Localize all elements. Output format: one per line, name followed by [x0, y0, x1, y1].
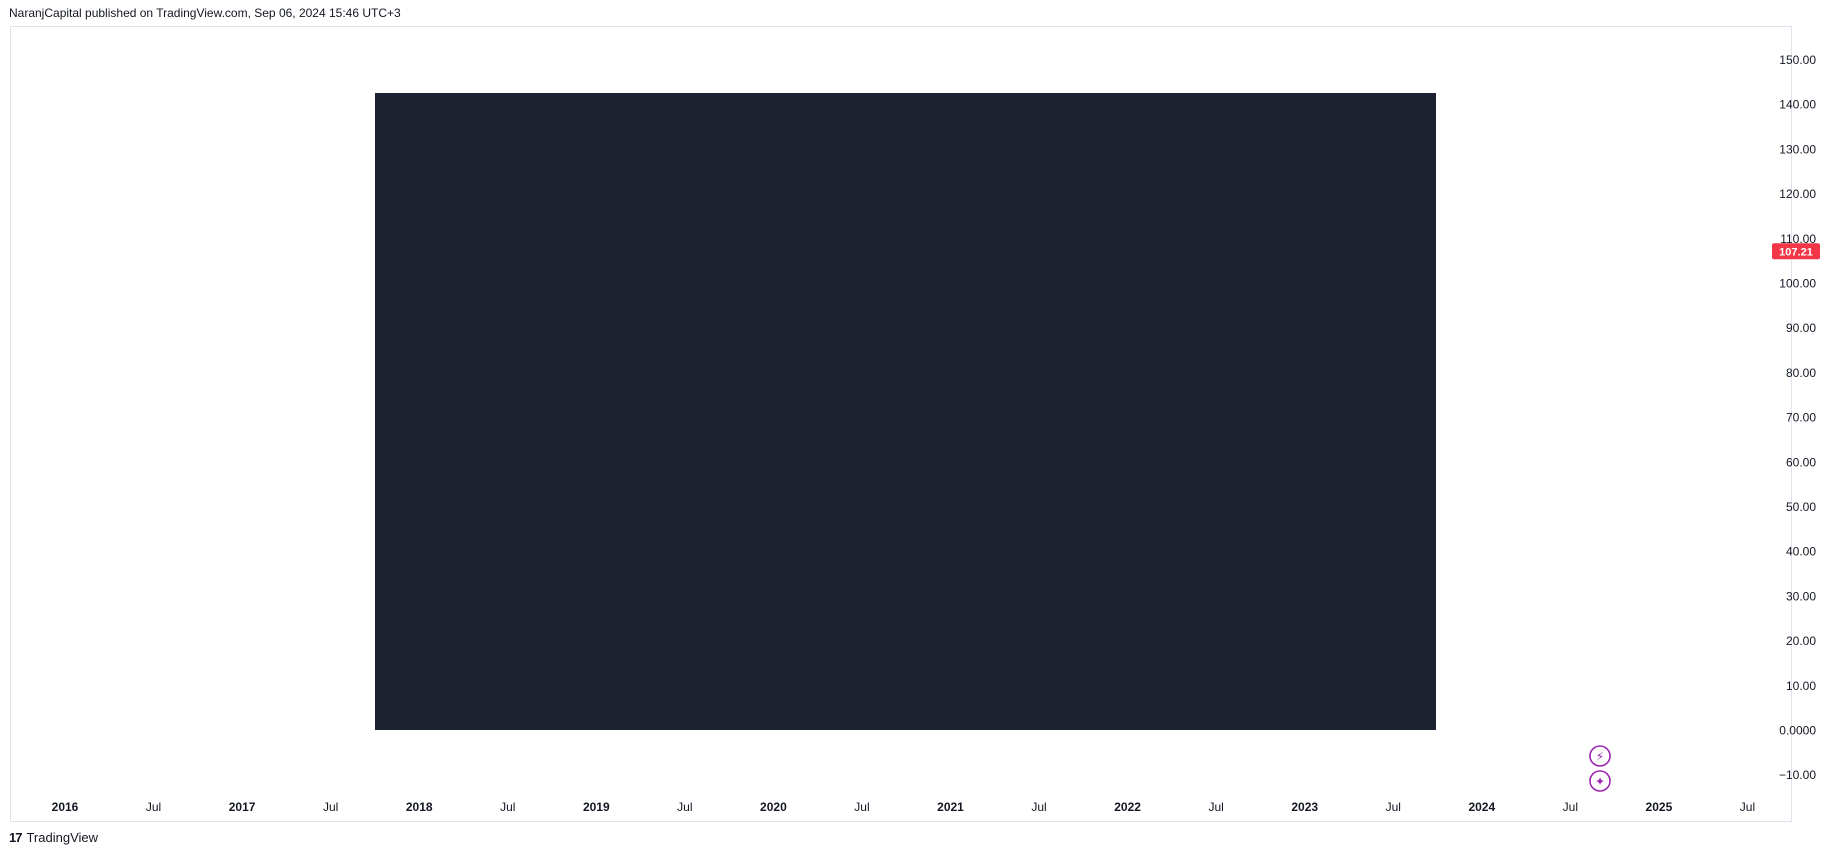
- price-tick-label: 40.00: [1786, 545, 1816, 559]
- time-tick-year: 2022: [1114, 800, 1141, 814]
- time-tick-year: 2016: [52, 800, 79, 814]
- time-tick-year: 2021: [937, 800, 964, 814]
- svg-text:⚡: ⚡: [1596, 750, 1604, 764]
- price-tick-label: 10.00: [1786, 679, 1816, 693]
- current-price-badge: [1772, 243, 1820, 260]
- price-tick-label: 0.0000: [1779, 724, 1816, 738]
- time-tick-month: Jul: [1563, 800, 1578, 814]
- price-tick-label: 100.00: [1779, 277, 1816, 291]
- time-tick-year: 2025: [1646, 800, 1673, 814]
- sparkle-icon[interactable]: ✦: [1589, 770, 1611, 792]
- price-tick-label: 90.00: [1786, 321, 1816, 335]
- svg-text:✦: ✦: [1595, 775, 1605, 789]
- time-tick-month: Jul: [146, 800, 161, 814]
- sankey-panel: [375, 93, 1436, 730]
- current-price-label: 107.21: [1779, 246, 1813, 258]
- price-tick-label: 150.00: [1779, 53, 1816, 67]
- price-axis[interactable]: 150.00 140.00 130.00 120.00 110.00 100.00 90.0…: [1772, 53, 1820, 782]
- price-tick-label: 60.00: [1786, 455, 1816, 469]
- time-tick-month: Jul: [500, 800, 515, 814]
- price-tick-label: −10.00: [1779, 768, 1816, 782]
- time-tick-month: Jul: [1208, 800, 1223, 814]
- time-tick-year: 2023: [1291, 800, 1318, 814]
- price-tick-label: 50.00: [1786, 500, 1816, 514]
- time-axis[interactable]: 2016 Jul 2017 Jul 2018 Jul 2019 Jul 2020 Jul 2021 J…: [52, 800, 1755, 814]
- time-tick-month: Jul: [1386, 800, 1401, 814]
- time-tick-year: 2018: [406, 800, 433, 814]
- time-tick-year: 2019: [583, 800, 610, 814]
- time-tick-month: Jul: [1740, 800, 1755, 814]
- published-header: NaranjCapital published on TradingView.c…: [9, 6, 401, 20]
- tradingview-logo-icon: 17: [9, 830, 23, 845]
- side-icons: ⚡✦: [1589, 745, 1611, 792]
- price-tick-label: 20.00: [1786, 634, 1816, 648]
- price-tick-label: 130.00: [1779, 142, 1816, 156]
- lightning-icon[interactable]: ⚡: [1589, 745, 1611, 767]
- price-tick-label: 70.00: [1786, 411, 1816, 425]
- price-tick-label: 30.00: [1786, 589, 1816, 603]
- time-tick-year: 2024: [1468, 800, 1495, 814]
- price-tick-label: 110.00: [1780, 232, 1816, 246]
- chart-frame[interactable]: [10, 26, 1792, 822]
- time-tick-year: 2017: [229, 800, 256, 814]
- time-tick-month: Jul: [854, 800, 869, 814]
- price-tick-label: 120.00: [1779, 187, 1816, 201]
- time-tick-month: Jul: [677, 800, 692, 814]
- brand-name: TradingView: [26, 830, 99, 845]
- time-tick-month: Jul: [323, 800, 338, 814]
- time-tick-month: Jul: [1031, 800, 1046, 814]
- sankey-diagram: Space SystemsUS$14.34bAeronautics Syst..…: [375, 93, 1436, 730]
- time-tick-year: 2020: [760, 800, 787, 814]
- price-tick-label: 80.00: [1786, 366, 1816, 380]
- tradingview-footer[interactable]: 17 TradingView: [9, 830, 98, 845]
- price-tick-label: 140.00: [1779, 98, 1816, 112]
